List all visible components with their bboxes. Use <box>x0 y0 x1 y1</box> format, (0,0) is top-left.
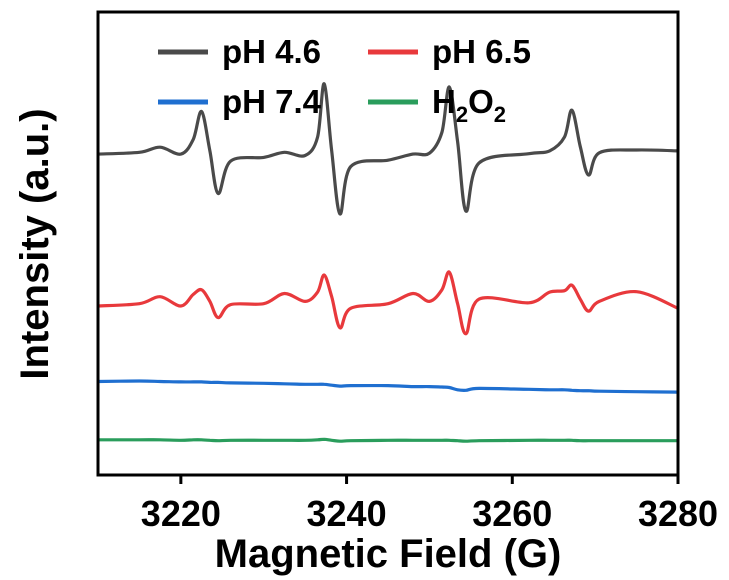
series-line-1 <box>97 270 679 336</box>
y-axis-title: Intensity (a.u.) <box>13 108 57 379</box>
legend-label-ph-6-5: pH 6.5 <box>432 33 531 70</box>
x-axis: 3220 3240 3260 3280 <box>141 475 718 534</box>
legend-label-ph-7-4: pH 7.4 <box>222 83 322 120</box>
x-tick-label-3240: 3240 <box>307 493 387 534</box>
series-layer <box>97 82 679 443</box>
x-axis-title: Magnetic Field (G) <box>215 532 562 576</box>
legend-label-h2o2: H2O2 <box>432 83 506 127</box>
x-tick-label-3220: 3220 <box>141 493 221 534</box>
legend: pH 4.6 pH 6.5 pH 7.4 H2O2 <box>158 33 531 127</box>
x-tick-label-3260: 3260 <box>472 493 552 534</box>
series-line-3 <box>98 437 678 443</box>
series-line-0 <box>97 82 679 216</box>
legend-label-ph-4-6: pH 4.6 <box>222 33 321 70</box>
plot-frame <box>96 10 680 477</box>
series-line-2 <box>97 379 679 394</box>
x-tick-label-3280: 3280 <box>638 493 718 534</box>
